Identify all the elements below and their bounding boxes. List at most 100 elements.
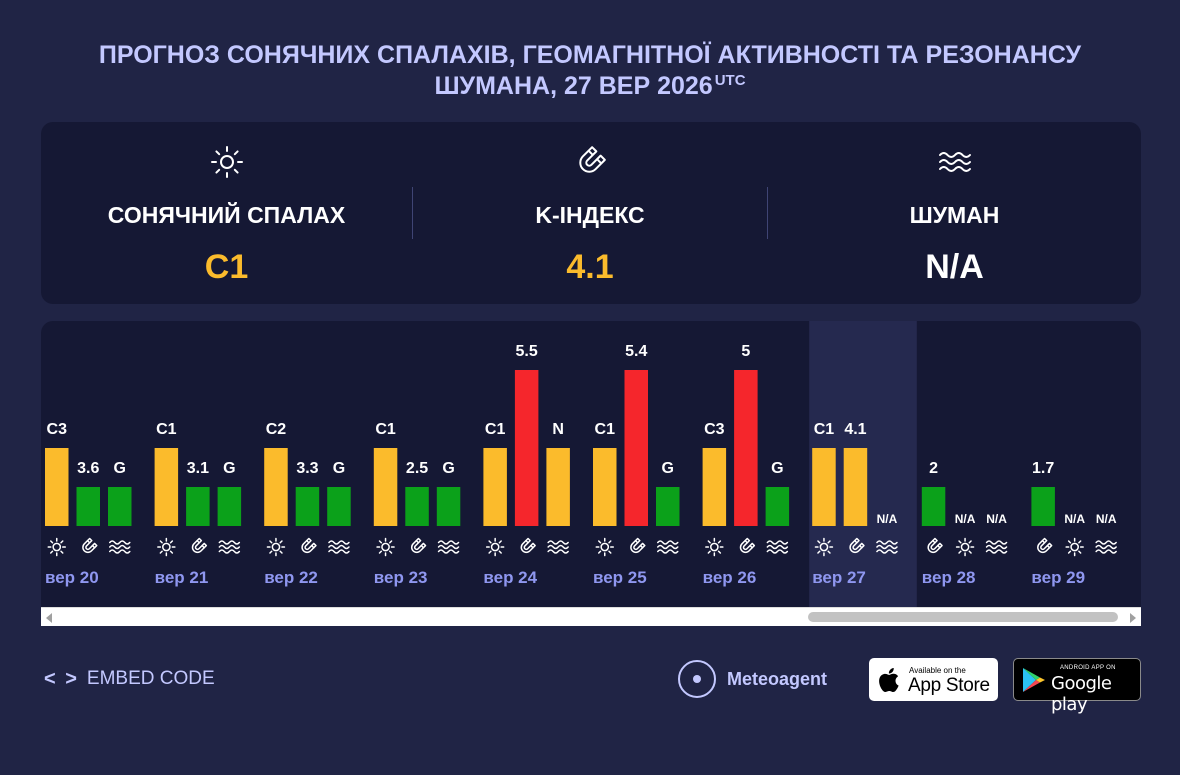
app-store-big-text: App Store: [908, 675, 990, 696]
app-store-badge[interactable]: Available on the App Store: [869, 658, 998, 701]
embed-code-button[interactable]: < > EMBED CODE: [44, 668, 215, 690]
bar-вер-23-0[interactable]: [373, 448, 398, 526]
embed-code-label: EMBED CODE: [86, 668, 215, 689]
sun-icon: [157, 537, 176, 557]
bar-вер-20-1[interactable]: [76, 487, 101, 526]
bar-value-label: G: [771, 460, 783, 477]
google-play-badge[interactable]: ANDROID APP ON Google play: [1013, 658, 1141, 715]
day-label: вер 21: [155, 568, 209, 587]
bar-value-label: C1: [156, 421, 177, 438]
bar-вер-27-0[interactable]: [812, 448, 836, 526]
day-label: вер 20: [45, 568, 99, 587]
bar-value-label: C2: [266, 421, 287, 438]
magnet-icon: [579, 146, 606, 173]
bar-value-label: G: [114, 460, 126, 477]
day-label: вер 23: [374, 568, 428, 587]
summary-divider: [767, 187, 768, 239]
bar-вер-26-0[interactable]: [702, 448, 727, 526]
bar-value-label: N: [552, 421, 564, 438]
sun-icon: [485, 537, 505, 557]
bar-вер-28-0[interactable]: [921, 487, 946, 526]
bar-na-label: N/A: [1064, 512, 1085, 526]
day-label: вер 27: [812, 568, 866, 587]
bar-вер-25-1[interactable]: [624, 370, 649, 526]
bar-вер-25-2[interactable]: [656, 487, 680, 526]
bar-value-label: 2.5: [406, 460, 428, 477]
summary-flare: СОНЯЧНИЙ СПАЛАХ C1: [41, 122, 412, 304]
bar-na-label: N/A: [1096, 512, 1117, 526]
horizontal-scrollbar[interactable]: [41, 607, 1141, 626]
waves-icon: [766, 540, 789, 554]
day-label: вер 24: [483, 568, 537, 587]
bar-value-label: G: [662, 460, 674, 477]
waves-icon: [437, 540, 460, 554]
meteoagent-name: Meteoagent: [727, 668, 828, 689]
waves-icon: [547, 540, 569, 554]
waves-icon: [109, 540, 131, 554]
bar-value-label: C1: [814, 421, 835, 438]
bar-value-label: 2: [929, 460, 938, 477]
summary-panel: СОНЯЧНИЙ СПАЛАХ C1 K-ІНДЕКС 4.1 ШУМАН N/…: [41, 122, 1141, 304]
bar-вер-24-1[interactable]: [514, 370, 539, 526]
magnet-icon: [739, 537, 756, 554]
bar-вер-26-1[interactable]: [734, 370, 758, 526]
bar-вер-24-0[interactable]: [483, 448, 507, 526]
meteoagent-link[interactable]: Meteoagent: [678, 660, 827, 698]
bar-вер-22-0[interactable]: [264, 448, 288, 526]
bar-value-label: 3.6: [77, 460, 99, 477]
bar-вер-23-1[interactable]: [405, 487, 429, 526]
magnet-icon: [520, 537, 536, 554]
sun-icon: [955, 537, 975, 557]
magnet-icon: [301, 537, 317, 554]
bar-value-label: C1: [485, 421, 506, 438]
bar-вер-22-1[interactable]: [295, 487, 320, 526]
day-label: вер 29: [1031, 568, 1085, 587]
bar-вер-24-2[interactable]: [546, 448, 570, 526]
bar-вер-26-2[interactable]: [765, 487, 790, 526]
scroll-right-arrow-icon[interactable]: [1130, 613, 1136, 623]
page-title: ПРОГНОЗ СОНЯЧНИХ СПАЛАХІВ, ГЕОМАГНІТНОЇ …: [0, 40, 1180, 102]
day-label: вер 22: [264, 568, 318, 587]
meteoagent-logo-icon: [678, 660, 716, 698]
summary-divider: [412, 187, 413, 239]
flare-label: СОНЯЧНИЙ СПАЛАХ: [107, 202, 346, 228]
flare-value: C1: [204, 248, 249, 286]
sun-icon: [266, 537, 286, 557]
bar-na-label: N/A: [986, 512, 1007, 526]
scroll-thumb[interactable]: [808, 612, 1118, 622]
bar-na-label: N/A: [955, 512, 976, 526]
bar-вер-20-2[interactable]: [108, 487, 132, 526]
scroll-left-arrow-icon[interactable]: [46, 613, 52, 623]
bar-вер-29-0[interactable]: [1031, 487, 1055, 526]
waves-icon: [328, 540, 350, 554]
apple-icon: [879, 668, 899, 693]
magnet-icon: [410, 537, 427, 554]
bar-вер-21-2[interactable]: [217, 487, 242, 526]
magnet-icon: [630, 537, 646, 554]
bar-вер-25-0[interactable]: [593, 448, 617, 526]
bar-value-label: 3.3: [296, 460, 318, 477]
magnet-icon: [82, 537, 98, 554]
bar-value-label: G: [223, 460, 235, 477]
bar-value-label: 1.7: [1032, 460, 1054, 477]
magnet-icon: [1037, 537, 1053, 554]
waves-icon: [985, 540, 1008, 554]
bar-вер-21-0[interactable]: [154, 448, 179, 526]
bar-value-label: C1: [595, 421, 616, 438]
app-store-small-text: Available on the: [909, 666, 966, 675]
bar-вер-23-2[interactable]: [436, 487, 461, 526]
bar-вер-21-1[interactable]: [186, 487, 210, 526]
bar-вер-22-2[interactable]: [327, 487, 351, 526]
waves-icon: [657, 540, 679, 554]
sun-icon: [1065, 537, 1084, 557]
bar-value-label: 5.4: [625, 343, 647, 360]
google-play-big-text: Google play: [1051, 673, 1112, 715]
bar-вер-20-0[interactable]: [45, 448, 69, 526]
bar-value-label: C1: [375, 421, 396, 438]
title-line-1: ПРОГНОЗ СОНЯЧНИХ СПАЛАХІВ, ГЕОМАГНІТНОЇ …: [98, 41, 1082, 69]
bar-вер-27-1[interactable]: [843, 448, 868, 526]
utc-label: UTC: [714, 71, 746, 89]
day-label: вер 26: [703, 568, 757, 587]
